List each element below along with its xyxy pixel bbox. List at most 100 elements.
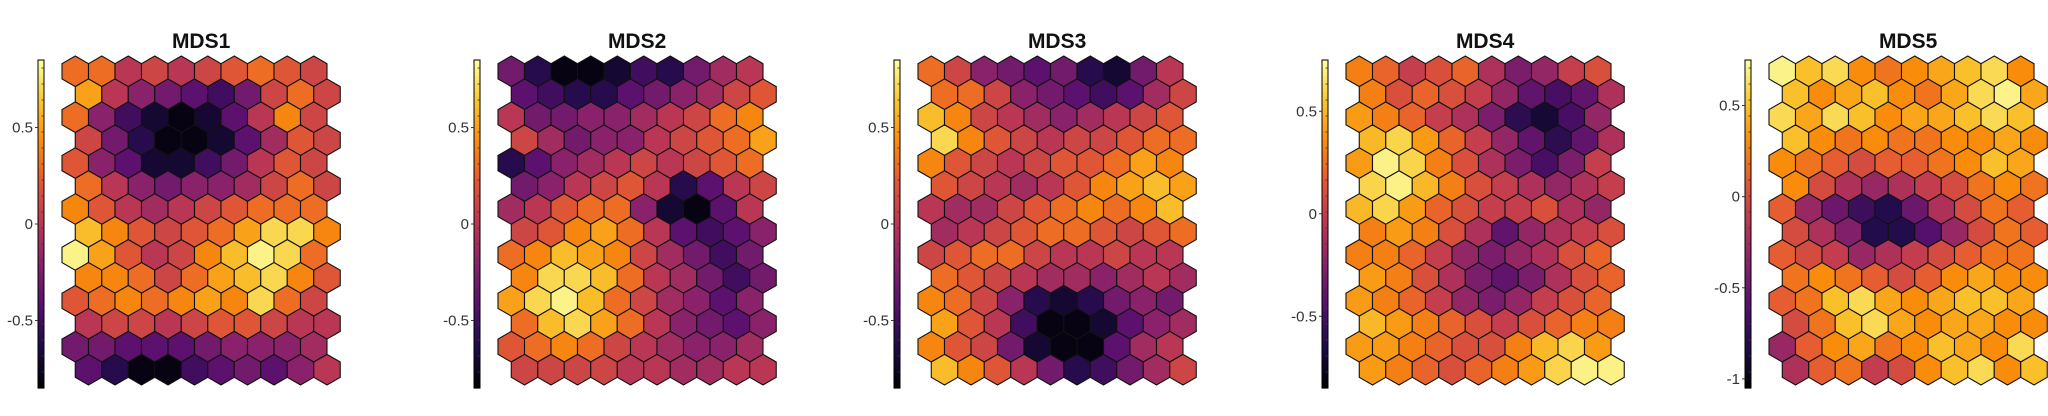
colorbar-segment: [38, 88, 44, 93]
colorbar: 0.5 0 -0.5: [1291, 59, 1329, 389]
hex-cell: [1169, 353, 1197, 386]
colorbar-segment: [894, 220, 900, 225]
colorbar-segment: [474, 376, 480, 381]
colorbar-segment: [894, 124, 900, 129]
colorbar-segment: [38, 216, 44, 221]
colorbar-segment: [894, 344, 900, 349]
colorbar-segment: [1322, 212, 1328, 217]
colorbar-segment: [1322, 320, 1328, 325]
colorbar-segment: [474, 356, 480, 361]
colorbar-segment: [474, 232, 480, 237]
colorbar-segment: [38, 284, 44, 289]
colorbar-segment: [894, 336, 900, 341]
colorbar-segment: [894, 272, 900, 277]
colorbar-segment: [1745, 304, 1751, 309]
colorbar-tick-label: 0.5: [868, 120, 889, 137]
colorbar-segment: [1745, 80, 1751, 85]
colorbar-segment: [1745, 212, 1751, 217]
colorbar-segment: [894, 196, 900, 201]
colorbar-segment: [38, 352, 44, 357]
colorbar-segment: [1322, 80, 1328, 85]
colorbar-segment: [1322, 148, 1328, 153]
colorbar-segment: [38, 240, 44, 245]
colorbar-segment: [474, 108, 480, 113]
colorbar-segment: [1745, 324, 1751, 329]
colorbar-segment: [1322, 168, 1328, 173]
colorbar-segment: [38, 316, 44, 321]
colorbar-segment: [38, 372, 44, 377]
colorbar-segment: [1322, 184, 1328, 189]
colorbar-segment: [894, 184, 900, 189]
colorbar-segment: [1745, 296, 1751, 301]
colorbar-segment: [894, 92, 900, 97]
colorbar-segment: [1745, 288, 1751, 293]
colorbar-segment: [474, 384, 480, 389]
colorbar-segment: [894, 324, 900, 329]
colorbar-segment: [1322, 244, 1328, 249]
colorbar-segment: [894, 60, 900, 65]
colorbar-segment: [474, 88, 480, 93]
colorbar-segment: [474, 308, 480, 313]
colorbar-segment: [474, 300, 480, 305]
colorbar-segment: [1322, 132, 1328, 137]
colorbar-segment: [1322, 216, 1328, 221]
colorbar-tick-label: 0: [25, 216, 33, 233]
hex-grid: [61, 55, 341, 386]
colorbar-tick-label: -0.5: [443, 312, 469, 329]
colorbar-segment: [1745, 148, 1751, 153]
colorbar-tick-label: -0.5: [863, 312, 889, 329]
colorbar-segment: [38, 92, 44, 97]
colorbar-segment: [474, 380, 480, 385]
colorbar-segment: [1322, 288, 1328, 293]
colorbar-segment: [894, 88, 900, 93]
colorbar-segment: [894, 264, 900, 269]
colorbar-segment: [474, 260, 480, 265]
colorbar-segment: [1322, 96, 1328, 101]
colorbar-segment: [1322, 316, 1328, 321]
panel-title: MDS5: [1879, 30, 1938, 53]
colorbar-segment: [1745, 208, 1751, 213]
colorbar-segment: [894, 252, 900, 257]
colorbar-segment: [1745, 124, 1751, 129]
colorbar-segment: [1322, 200, 1328, 205]
colorbar-segment: [38, 160, 44, 165]
colorbar-segment: [1322, 292, 1328, 297]
colorbar-segment: [1745, 196, 1751, 201]
colorbar-segment: [894, 312, 900, 317]
colorbar-segment: [1322, 116, 1328, 121]
colorbar-segment: [474, 92, 480, 97]
colorbar-segment: [1322, 88, 1328, 93]
colorbar-segment: [38, 328, 44, 333]
colorbar-segment: [894, 160, 900, 165]
colorbar-segment: [1322, 92, 1328, 97]
colorbar-segment: [894, 76, 900, 81]
colorbar-segment: [1322, 160, 1328, 165]
panel-mds3: MDS3 0.5 0 -0.5: [863, 30, 1197, 389]
colorbar-segment: [1322, 172, 1328, 177]
colorbar-segment: [1322, 120, 1328, 125]
panel-title: MDS2: [608, 30, 666, 53]
colorbar-segment: [474, 100, 480, 105]
colorbar-segment: [1322, 208, 1328, 213]
colorbar-segment: [894, 164, 900, 169]
colorbar-segment: [38, 348, 44, 353]
colorbar-segment: [894, 112, 900, 117]
colorbar-segment: [894, 224, 900, 229]
colorbar-segment: [474, 96, 480, 101]
colorbar-segment: [38, 220, 44, 225]
colorbar-segment: [1322, 180, 1328, 185]
colorbar-segment: [474, 124, 480, 129]
colorbar-segment: [1322, 268, 1328, 273]
colorbar-segment: [1745, 280, 1751, 285]
colorbar-segment: [1322, 252, 1328, 257]
colorbar-segment: [1745, 256, 1751, 261]
colorbar-segment: [38, 148, 44, 153]
colorbar-segment: [474, 272, 480, 277]
colorbar-segment: [1322, 152, 1328, 157]
colorbar-segment: [474, 104, 480, 109]
colorbar-segment: [1322, 228, 1328, 233]
colorbar-segment: [474, 184, 480, 189]
colorbar-segment: [1322, 136, 1328, 141]
colorbar-segment: [474, 128, 480, 133]
colorbar-segment: [894, 136, 900, 141]
